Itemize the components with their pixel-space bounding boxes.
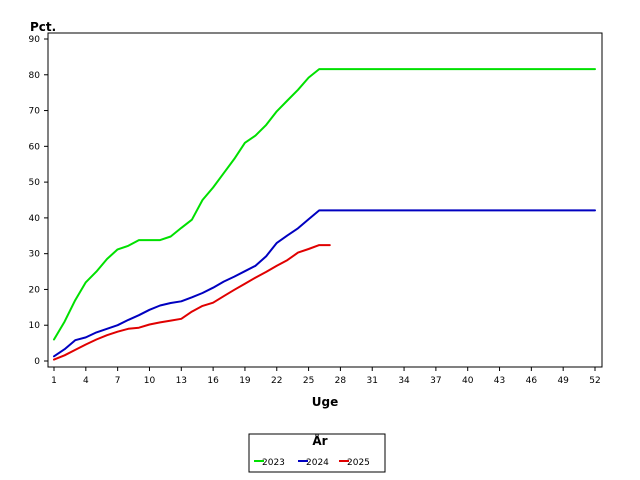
y-tick-label: 10: [29, 321, 41, 331]
legend-label-2024: 2024: [306, 458, 329, 468]
x-tick-label: 7: [115, 376, 121, 386]
plot-area-frame: [47, 32, 603, 368]
x-tick-label: 1: [51, 376, 57, 386]
x-tick-label: 28: [335, 376, 347, 386]
y-axis-title: Pct.: [30, 20, 56, 34]
legend-label-2023: 2023: [262, 458, 285, 468]
x-tick-label: 13: [176, 376, 187, 386]
x-axis: 1 4 7 10 13 16 19 22 25 28 31 34 37 40 43 46 49 52: [51, 367, 601, 386]
legend-items: 2023 2024 2025: [254, 458, 370, 468]
y-tick-label: 70: [29, 107, 41, 117]
x-tick-label: 49: [557, 376, 569, 386]
legend: År 2023 2024 2025: [248, 433, 386, 473]
y-tick-label: 30: [29, 250, 41, 260]
legend-label-2025: 2025: [347, 458, 370, 468]
y-tick-label: 50: [29, 178, 41, 188]
x-tick-label: 34: [398, 376, 410, 386]
x-tick-label: 16: [207, 376, 219, 386]
x-axis-title: Uge: [312, 395, 338, 409]
series-line-2023: [53, 68, 596, 341]
x-tick-label: 46: [526, 376, 538, 386]
x-tick-label: 4: [83, 376, 89, 386]
y-axis: 0 10 20 30 40 50 60 70 80 90: [29, 35, 48, 367]
y-tick-label: 60: [29, 142, 41, 152]
series-lines: [53, 68, 596, 361]
legend-box: [248, 433, 386, 473]
x-tick-label: 25: [303, 376, 314, 386]
x-tick-label: 52: [589, 376, 600, 386]
x-tick-label: 37: [430, 376, 441, 386]
legend-title: År: [312, 433, 327, 448]
y-tick-label: 80: [29, 71, 41, 81]
x-tick-label: 10: [144, 376, 156, 386]
x-tick-label: 31: [367, 376, 378, 386]
y-tick-label: 90: [29, 35, 41, 45]
x-tick-label: 19: [239, 376, 251, 386]
series-line-2024: [53, 209, 596, 358]
x-tick-label: 22: [271, 376, 282, 386]
y-tick-label: 20: [29, 285, 41, 295]
y-tick-label: 0: [34, 357, 40, 367]
x-tick-label: 43: [494, 376, 505, 386]
series-line-2025: [53, 244, 331, 361]
x-tick-label: 40: [462, 376, 474, 386]
y-tick-label: 40: [29, 214, 41, 224]
